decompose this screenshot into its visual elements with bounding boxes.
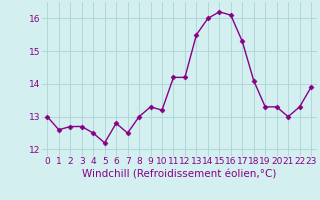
X-axis label: Windchill (Refroidissement éolien,°C): Windchill (Refroidissement éolien,°C) [82, 169, 276, 179]
